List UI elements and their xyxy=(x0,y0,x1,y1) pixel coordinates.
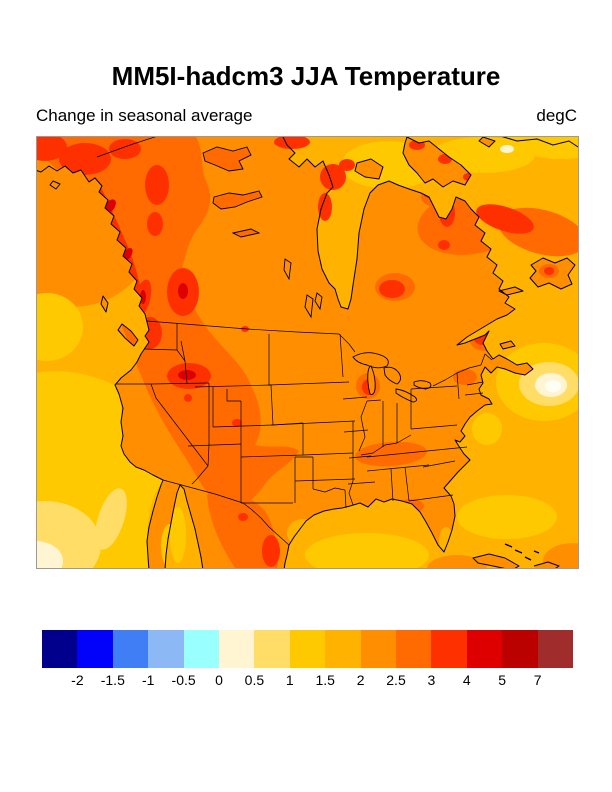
colorbar-tick-label: -1.5 xyxy=(100,672,125,688)
colorbar-tick-label: 0.5 xyxy=(244,672,265,688)
lakes xyxy=(202,146,432,403)
colorbar-tick-labels: -2 -1.5 -1 -0.5 0 0.5 1 1.5 2 2.5 3 4 5 7 xyxy=(42,672,573,690)
colorbar-tick-label: 0 xyxy=(215,672,223,688)
colorbar-tick-label: 4 xyxy=(462,672,471,688)
colorbar-segment xyxy=(183,630,220,668)
colorbar-segment xyxy=(360,630,397,668)
state-borders xyxy=(96,137,493,546)
colorbar-segment xyxy=(396,630,432,668)
colorbar-tick-label: -0.5 xyxy=(171,672,196,688)
colorbar-segment xyxy=(537,630,574,668)
colorbar-tick-label: 2 xyxy=(356,672,365,688)
figure-subtitle-row: Change in seasonal average degC xyxy=(36,106,577,126)
colorbar-segment xyxy=(254,630,290,668)
colorbar-tick-label: -2 xyxy=(71,672,84,688)
colorbar-segment xyxy=(502,630,538,668)
figure-title: MM5I-hadcm3 JJA Temperature xyxy=(111,61,501,91)
colorbar-segment xyxy=(42,630,78,668)
colorbar-tick-label: -1 xyxy=(141,672,155,688)
colorbar-segment xyxy=(112,630,149,668)
colorbar-segment xyxy=(325,630,361,668)
contour-map xyxy=(36,136,579,569)
colorbar-tick-label: 3 xyxy=(427,672,436,688)
coastline xyxy=(37,137,578,568)
map-canvas xyxy=(37,137,578,568)
colorbar-segment xyxy=(466,630,503,668)
colorbar-segment xyxy=(77,630,113,668)
colorbar-tick-label: 2.5 xyxy=(386,672,406,688)
colorbar-tick-label: 5 xyxy=(498,672,507,688)
colorbar-segment xyxy=(219,630,255,668)
colorbar-segment xyxy=(148,630,184,668)
colorbar-tick-label: 1 xyxy=(285,672,294,688)
colorbar xyxy=(42,630,574,668)
figure-subtitle: Change in seasonal average xyxy=(36,106,253,125)
colorbar-tick-label: 7 xyxy=(533,672,542,688)
colorbar-segment xyxy=(431,630,467,668)
coastal-contour-patches xyxy=(170,137,534,563)
colorbar-segment xyxy=(289,630,326,668)
units-label: degC xyxy=(536,106,577,125)
colorbar-tick-label: 1.5 xyxy=(315,672,335,688)
